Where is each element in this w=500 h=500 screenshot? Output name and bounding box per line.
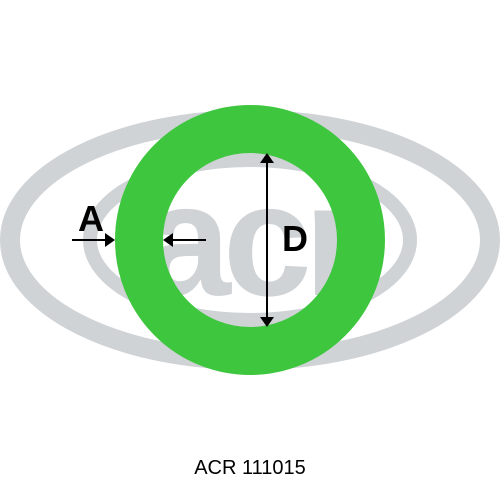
o-ring xyxy=(115,105,385,375)
dim-d-line xyxy=(266,163,268,317)
dim-d-top-head xyxy=(260,153,274,163)
dim-a-right-head xyxy=(163,233,173,247)
caption: ACR 111015 xyxy=(0,457,500,480)
label-thickness: A xyxy=(78,198,104,240)
diagram-area: acr A D xyxy=(0,40,500,440)
caption-partnumber: 111015 xyxy=(242,457,306,479)
diagram-container: acr A D ACR 111015 xyxy=(0,0,500,500)
label-diameter: D xyxy=(282,218,308,260)
dim-a-right-line xyxy=(173,239,206,241)
dim-a-left-line xyxy=(72,239,105,241)
caption-brand: ACR xyxy=(194,457,236,479)
dim-d-bottom-head xyxy=(260,317,274,327)
dim-a-left-head xyxy=(105,233,115,247)
